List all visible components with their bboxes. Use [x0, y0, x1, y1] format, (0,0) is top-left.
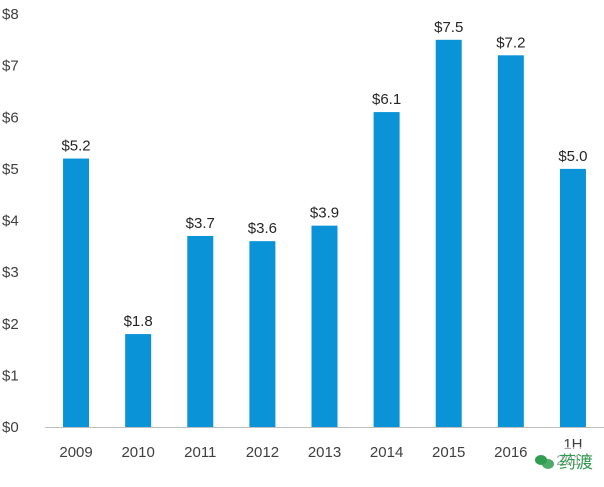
bar-value-label: $3.6: [248, 220, 277, 237]
bars: [63, 39, 586, 428]
bar-value-label: $6.1: [372, 91, 401, 108]
watermark-text: 药渡: [559, 453, 593, 473]
watermark: 药渡: [532, 447, 596, 474]
y-tick-label: $7: [2, 58, 19, 75]
bar-value-label: $5.2: [61, 138, 90, 155]
bar-value-label: $5.0: [558, 148, 587, 165]
x-tick-label: 2011: [184, 444, 216, 461]
bar-value-label: $1.8: [124, 313, 153, 330]
x-tick-label: 2014: [370, 444, 403, 461]
bar-value-label: $7.5: [434, 19, 463, 36]
y-tick-label: $2: [2, 316, 19, 333]
bar: [311, 225, 338, 427]
y-tick-label: $0: [2, 419, 19, 436]
y-tick-label: $1: [2, 367, 19, 384]
x-tick-label: 2010: [121, 444, 154, 461]
wechat-icon: [535, 453, 555, 469]
bar: [63, 158, 90, 428]
bar: [559, 168, 586, 427]
x-axis-labels: 200920102011201220132014201520161H2017: [59, 436, 589, 469]
bar: [125, 334, 152, 427]
x-tick-label: 2009: [59, 444, 92, 461]
bar: [435, 39, 462, 427]
bar-value-label: $3.9: [310, 205, 339, 222]
y-tick-label: $6: [2, 109, 19, 126]
y-tick-label: $5: [2, 161, 19, 178]
y-tick-label: $3: [2, 264, 19, 281]
y-tick-label: $8: [2, 6, 19, 23]
x-tick-label: 2015: [432, 444, 465, 461]
bar-value-label: $3.7: [186, 215, 215, 232]
y-axis-labels: $0 $1 $2 $3 $4 $5 $6 $7 $8: [2, 6, 19, 436]
bar-value-label: $7.2: [496, 34, 525, 51]
x-tick-label: 2013: [308, 444, 341, 461]
x-tick-label: 2012: [246, 444, 279, 461]
bar: [373, 112, 400, 428]
bar: [249, 241, 276, 427]
y-tick-label: $4: [2, 213, 19, 230]
bar: [497, 55, 524, 428]
bar: [187, 235, 214, 427]
x-tick-label: 2016: [494, 444, 527, 461]
bar-value-labels: $5.2 $1.8 $3.7 $3.6 $3.9 $6.1 $7.5 $7.2 $5.0: [61, 19, 587, 330]
